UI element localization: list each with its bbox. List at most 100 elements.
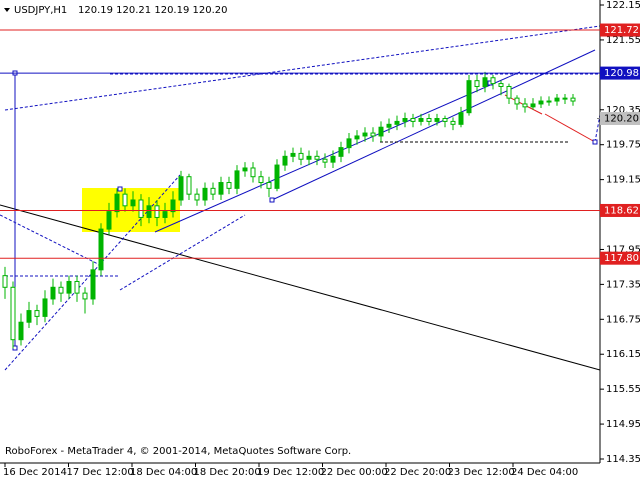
y-tick-label: 116.15 bbox=[606, 349, 640, 360]
candle-body bbox=[82, 292, 88, 300]
y-tick-label: 119.75 bbox=[606, 140, 640, 151]
candle-body bbox=[418, 118, 424, 122]
candle-body bbox=[378, 126, 384, 137]
y-tick-label: 120.35 bbox=[606, 105, 640, 116]
candle-body bbox=[266, 182, 272, 189]
candle-body bbox=[506, 85, 512, 99]
candle-body bbox=[466, 80, 472, 114]
y-tick-label: 117.35 bbox=[606, 279, 640, 290]
candle-body bbox=[122, 193, 128, 207]
candle-body bbox=[162, 211, 168, 218]
level-label-box bbox=[600, 23, 640, 37]
candle-body bbox=[234, 170, 240, 189]
candle-body bbox=[442, 118, 448, 122]
x-tick-label: 22 Dec 00:00 bbox=[321, 467, 388, 478]
x-tick-label: 23 Dec 12:00 bbox=[448, 467, 515, 478]
candle-body bbox=[170, 199, 176, 213]
anchor bbox=[12, 345, 18, 351]
candle-body bbox=[394, 120, 400, 125]
candle-body bbox=[522, 103, 528, 108]
candle-body bbox=[530, 103, 536, 108]
anchor bbox=[592, 139, 598, 145]
candle-body bbox=[290, 152, 296, 157]
candle-body bbox=[66, 280, 72, 294]
level-label: 121.72 bbox=[604, 25, 639, 36]
candle-body bbox=[90, 269, 96, 300]
candle-body bbox=[322, 158, 328, 163]
candle-body bbox=[490, 77, 496, 85]
candle-body bbox=[26, 310, 32, 323]
candle-body bbox=[34, 310, 40, 317]
candle-body bbox=[194, 193, 200, 201]
candle-body bbox=[306, 155, 312, 160]
candle-body bbox=[330, 155, 336, 163]
candle-body bbox=[314, 155, 320, 160]
candle-body bbox=[498, 83, 504, 87]
candle-body bbox=[450, 120, 456, 125]
candle-body bbox=[458, 112, 464, 125]
channel-line bbox=[119, 214, 246, 291]
candle-body bbox=[514, 97, 520, 105]
x-tick-label: 18 Dec 04:00 bbox=[130, 467, 197, 478]
level-label: 118.62 bbox=[604, 205, 639, 216]
candle-body bbox=[2, 275, 8, 288]
candle-body bbox=[426, 118, 432, 122]
candle-body bbox=[338, 147, 344, 157]
footer: RoboForex - MetaTrader 4, © 2001-2014, M… bbox=[5, 446, 351, 457]
level-label-box bbox=[600, 66, 640, 80]
candle-body bbox=[482, 77, 488, 87]
y-tick-label: 116.75 bbox=[606, 314, 640, 325]
candle-body bbox=[434, 118, 440, 122]
y-tick-label: 117.95 bbox=[606, 244, 640, 255]
candle-body bbox=[42, 298, 48, 317]
candle-body bbox=[154, 205, 160, 218]
y-tick-label: 115.55 bbox=[606, 384, 640, 395]
y-tick-label: 119.15 bbox=[606, 175, 640, 186]
candle-body bbox=[178, 176, 184, 201]
candle-body bbox=[258, 176, 264, 184]
candle-body bbox=[274, 164, 280, 189]
candle-body bbox=[114, 193, 120, 213]
x-tick-label: 22 Dec 20:00 bbox=[384, 467, 451, 478]
candle-body bbox=[570, 97, 576, 102]
candle-body bbox=[98, 228, 104, 271]
channel-line bbox=[0, 214, 101, 266]
menu-arrow[interactable] bbox=[4, 8, 10, 12]
x-tick-label: 16 Dec 2014 bbox=[3, 467, 67, 478]
trend-line bbox=[154, 71, 521, 233]
candles bbox=[2, 71, 576, 349]
y-tick-label: 121.55 bbox=[606, 35, 640, 46]
candle-body bbox=[10, 286, 16, 341]
y-tick-label: 122.15 bbox=[606, 0, 640, 11]
y-tick-label: 114.35 bbox=[606, 454, 640, 465]
candle-body bbox=[202, 187, 208, 201]
level-label-box bbox=[600, 251, 640, 265]
ohlc-readout: 120.19 120.21 120.19 120.20 bbox=[78, 5, 228, 16]
candle-body bbox=[474, 80, 480, 87]
level-label-box bbox=[600, 203, 640, 217]
candle-body bbox=[370, 132, 376, 137]
level-label: 120.98 bbox=[604, 68, 639, 79]
x-tick-label: 18 Dec 20:00 bbox=[194, 467, 261, 478]
candle-body bbox=[50, 286, 56, 300]
x-tick-label: 24 Dec 04:00 bbox=[511, 467, 578, 478]
forecast-line bbox=[544, 113, 596, 143]
candle-body bbox=[146, 205, 152, 218]
candle-body bbox=[402, 118, 408, 122]
candle-body bbox=[282, 155, 288, 166]
y-tick-label: 114.95 bbox=[606, 419, 640, 430]
anchor bbox=[117, 186, 123, 192]
price-label-box bbox=[600, 112, 640, 125]
candle-body bbox=[410, 118, 416, 122]
candle-body bbox=[186, 176, 192, 195]
price-label: 120.20 bbox=[604, 114, 639, 125]
candle-body bbox=[210, 187, 216, 195]
candle-body bbox=[554, 97, 560, 102]
candle-body bbox=[138, 199, 144, 218]
candle-body bbox=[562, 97, 568, 100]
candle-body bbox=[74, 280, 80, 294]
candle-body bbox=[354, 135, 360, 140]
candle-body bbox=[18, 321, 24, 341]
trend-line bbox=[271, 49, 596, 201]
